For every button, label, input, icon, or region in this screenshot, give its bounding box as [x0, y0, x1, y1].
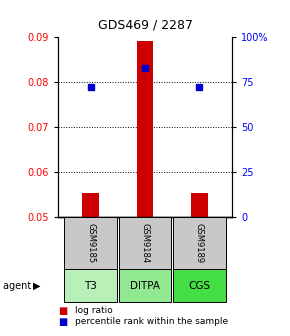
Bar: [191, 193, 208, 217]
Bar: [82, 193, 99, 217]
Text: ■: ■: [58, 317, 67, 327]
Text: GSM9185: GSM9185: [86, 223, 95, 263]
Text: GSM9189: GSM9189: [195, 223, 204, 263]
Text: agent: agent: [3, 281, 34, 291]
Text: GDS469 / 2287: GDS469 / 2287: [97, 18, 193, 32]
Bar: [137, 41, 153, 217]
Text: percentile rank within the sample: percentile rank within the sample: [75, 318, 229, 326]
Text: GSM9184: GSM9184: [140, 223, 150, 263]
Text: T3: T3: [84, 281, 97, 291]
Text: ▶: ▶: [33, 281, 41, 291]
Text: CGS: CGS: [188, 281, 211, 291]
Text: log ratio: log ratio: [75, 306, 113, 315]
Text: ■: ■: [58, 306, 67, 316]
Text: DITPA: DITPA: [130, 281, 160, 291]
